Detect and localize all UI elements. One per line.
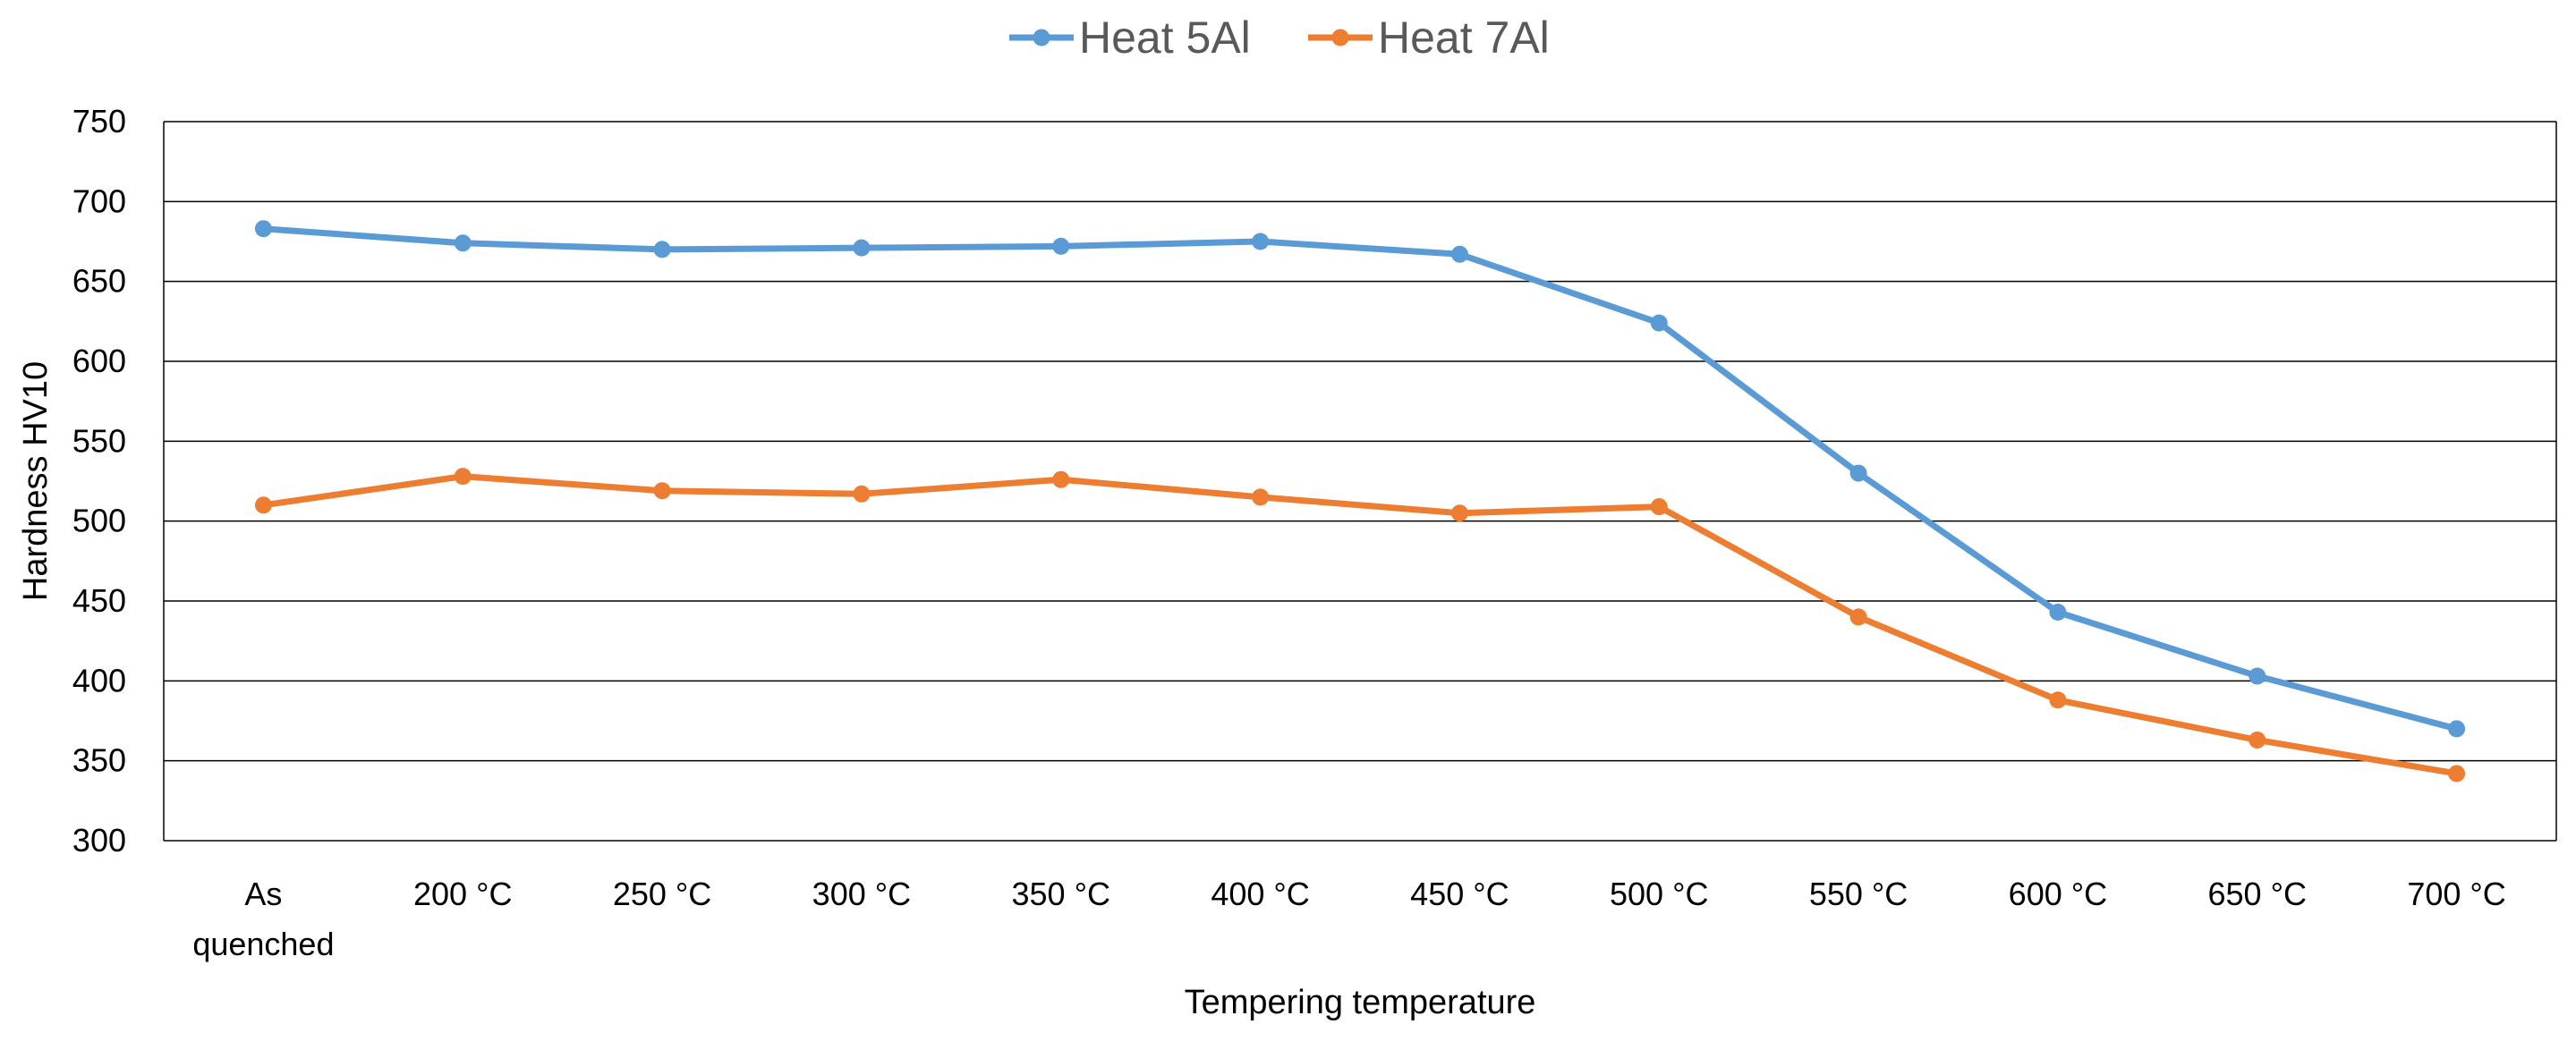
y-tick-label: 300 bbox=[72, 822, 126, 859]
data-point bbox=[1650, 498, 1668, 516]
y-tick-label: 600 bbox=[72, 343, 126, 379]
data-point bbox=[1849, 464, 1867, 482]
x-tick-label: 500 °C bbox=[1610, 876, 1708, 912]
y-tick-label: 350 bbox=[72, 742, 126, 779]
data-point bbox=[1052, 237, 1070, 255]
data-point bbox=[2249, 731, 2266, 749]
data-point bbox=[254, 496, 272, 514]
data-point bbox=[1252, 233, 1270, 250]
y-tick-label: 650 bbox=[72, 263, 126, 300]
series-line bbox=[259, 473, 2461, 777]
legend-label: Heat 7Al bbox=[1378, 13, 1550, 63]
x-tick-label: 200 °C bbox=[413, 876, 512, 912]
data-point bbox=[653, 482, 671, 500]
data-point bbox=[1252, 488, 1270, 506]
y-tick-label: 700 bbox=[72, 182, 126, 219]
legend-swatch-marker bbox=[1331, 29, 1349, 47]
data-point bbox=[853, 485, 871, 503]
x-axis-title: Tempering temperature bbox=[1185, 984, 1536, 1021]
y-tick-label: 750 bbox=[72, 103, 126, 140]
legend-item: Heat 7Al bbox=[1308, 13, 1550, 63]
y-tick-label: 500 bbox=[72, 503, 126, 539]
data-point bbox=[853, 239, 871, 257]
data-point bbox=[454, 468, 472, 486]
x-axis-ticks: As quenched 200 °C 250 °C 300 °C 350 °C 400 °C… bbox=[192, 876, 2505, 962]
gridlines bbox=[164, 121, 2556, 762]
series-heat-7al bbox=[254, 468, 2466, 783]
y-axis-title: Hardness HV10 bbox=[17, 361, 55, 601]
data-point bbox=[2049, 691, 2067, 709]
data-point bbox=[1052, 470, 1070, 488]
data-point bbox=[1450, 504, 1468, 522]
x-tick-label: 600 °C bbox=[2009, 876, 2107, 912]
legend-label: Heat 5Al bbox=[1079, 13, 1251, 63]
x-tick-label: 700 °C bbox=[2407, 876, 2505, 912]
y-tick-label: 400 bbox=[72, 662, 126, 698]
y-axis-ticks: 300 350 400 450 500 550 600 650 700 750 bbox=[72, 103, 126, 859]
x-tick-label: 350 °C bbox=[1012, 876, 1110, 912]
series-group bbox=[254, 220, 2466, 783]
data-point bbox=[1849, 608, 1867, 626]
data-point bbox=[2049, 604, 2067, 622]
data-point bbox=[454, 234, 472, 252]
series-heat-5al bbox=[254, 220, 2466, 738]
data-point bbox=[1450, 245, 1468, 263]
series-line bbox=[259, 225, 2461, 732]
data-point bbox=[2249, 667, 2266, 685]
data-point bbox=[1650, 314, 1668, 332]
x-tick-label: 550 °C bbox=[1809, 876, 1908, 912]
legend-swatch-marker bbox=[1033, 29, 1050, 47]
data-point bbox=[2448, 720, 2466, 738]
y-tick-label: 450 bbox=[72, 582, 126, 619]
y-tick-label: 550 bbox=[72, 422, 126, 459]
x-tick-label: As quenched bbox=[192, 876, 334, 962]
x-tick-label: 250 °C bbox=[613, 876, 711, 912]
data-point bbox=[653, 241, 671, 258]
data-point bbox=[254, 220, 272, 238]
x-tick-label: 400 °C bbox=[1211, 876, 1309, 912]
x-tick-label: 450 °C bbox=[1410, 876, 1509, 912]
data-point bbox=[2448, 765, 2466, 783]
x-tick-label: 650 °C bbox=[2208, 876, 2307, 912]
legend: Heat 5Al Heat 7Al bbox=[1009, 13, 1550, 63]
x-tick-label: 300 °C bbox=[812, 876, 911, 912]
plot-area bbox=[163, 122, 2557, 842]
legend-item: Heat 5Al bbox=[1009, 13, 1251, 63]
